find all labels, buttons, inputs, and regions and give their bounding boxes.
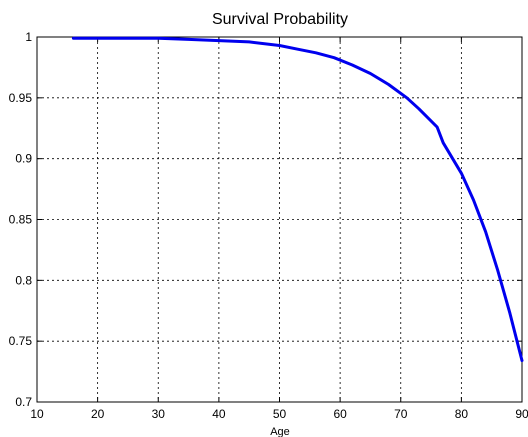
x-tick-label: 30 xyxy=(152,407,166,421)
x-tick-label: 90 xyxy=(515,407,528,421)
y-tick-label: 0.8 xyxy=(15,273,32,287)
grid xyxy=(37,37,522,402)
axis-ticks: 10 20 30 40 50 60 70 80 90 0.7 0.75 0.8 0.85 0.9 0.95 1 xyxy=(9,30,528,421)
x-tick-label: 80 xyxy=(455,407,469,421)
x-tick-label: 40 xyxy=(212,407,226,421)
x-tick-label: 20 xyxy=(91,407,105,421)
y-tick-label: 0.85 xyxy=(9,213,33,227)
x-tick-label: 50 xyxy=(273,407,287,421)
chart-title: Survival Probability xyxy=(212,11,348,28)
data-lines xyxy=(71,36,524,363)
y-tick-label: 0.7 xyxy=(15,395,32,409)
x-tick-label: 70 xyxy=(394,407,408,421)
y-tick-label: 0.95 xyxy=(9,91,33,105)
y-tick-label: 1 xyxy=(25,30,32,44)
y-tick-label: 0.9 xyxy=(15,152,32,166)
x-tick-label: 10 xyxy=(30,407,44,421)
x-tick-label: 60 xyxy=(333,407,347,421)
series-line-0 xyxy=(71,36,524,363)
y-tick-label: 0.75 xyxy=(9,334,33,348)
x-axis-label: Age xyxy=(270,426,290,437)
